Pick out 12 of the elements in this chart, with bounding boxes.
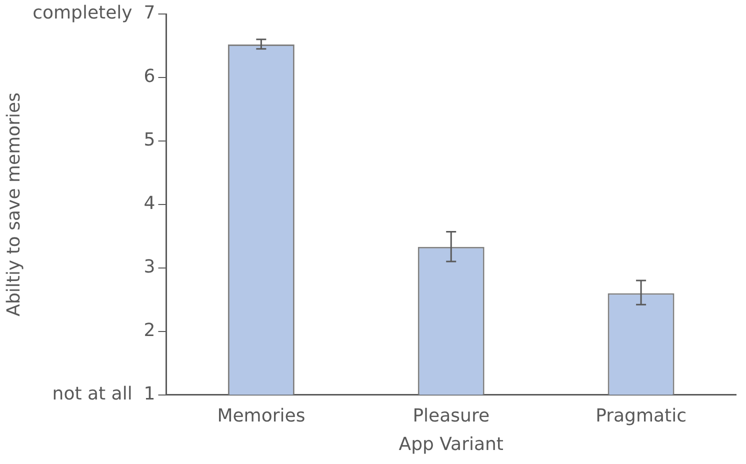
y-tick-label: 2 [144,320,156,342]
y-tick-label: not at all 1 [52,383,156,404]
x-tick-label: Pragmatic [596,405,686,426]
y-tick-label: 3 [144,256,156,278]
y-tick-label: 4 [144,193,156,214]
x-axis-title: App Variant [398,434,504,455]
y-tick-label: completely 7 [32,2,156,24]
y-tick-label: 5 [144,130,156,151]
y-tick-label: 6 [144,66,156,88]
x-tick-label: Memories [217,405,306,426]
x-tick-label: Pleasure [412,405,490,426]
y-axis-title: Abiltiy to save memories [3,92,24,316]
